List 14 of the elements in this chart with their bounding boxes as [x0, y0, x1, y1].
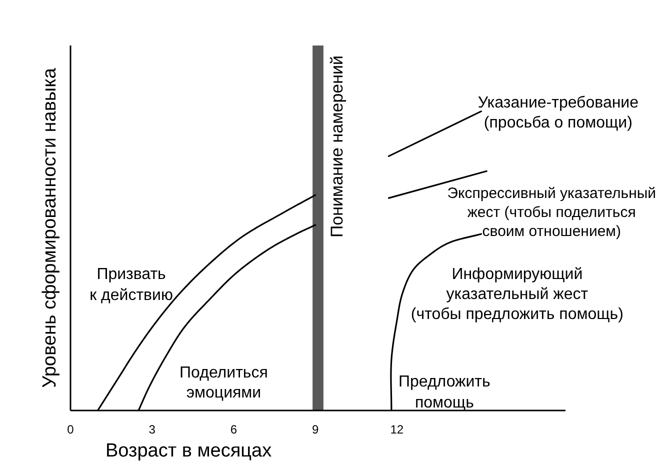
x-tick-label: 0	[67, 422, 74, 436]
annotation: Предложить помощь	[398, 374, 490, 412]
y-axis-title: Уровень сформированности навыка	[40, 68, 60, 388]
series-label: Указание-требование (просьба о помощи)	[478, 94, 639, 132]
x-tick-label: 3	[148, 422, 156, 436]
x-tick-label: 6	[230, 422, 238, 436]
series-label: Экспрессивный указательный жест (чтобы поделиться своим отношением)	[447, 185, 656, 240]
x-tick-label: 12	[390, 422, 404, 436]
series-label: Призвать к действию	[90, 266, 173, 304]
x-tick-label: 9	[312, 422, 319, 436]
series-label: Поделиться эмоциями	[180, 364, 268, 402]
series-label: Информирующий указательный жест (чтобы предложить помощь)	[410, 266, 624, 323]
x-axis-title: Возраст в месяцах	[106, 440, 272, 462]
band-label: Понимание намерений	[327, 55, 346, 238]
